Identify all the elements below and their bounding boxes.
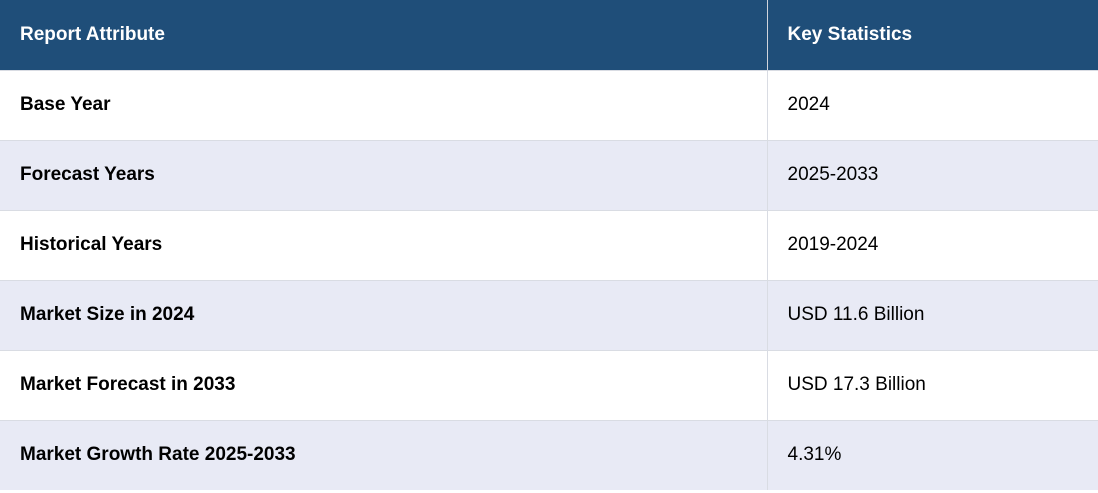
value-cell: USD 11.6 Billion: [766, 279, 1098, 350]
header-cell: Report Attribute: [0, 0, 767, 70]
table-row: Forecast Years 2025-2033: [0, 139, 1098, 210]
attribute-cell: Market Growth Rate 2025-2033: [0, 419, 767, 490]
table-body: Base Year 2024 Forecast Years 2025-2033 Hist…: [0, 69, 1098, 490]
value-cell: 2019-2024: [766, 209, 1098, 280]
table-row: Base Year 2024: [0, 69, 1098, 140]
header-cell: Key Statistics: [766, 0, 1098, 70]
table-row: Market Forecast in 2033 USD 17.3 Billion: [0, 349, 1098, 420]
table-row: Historical Years 2019-2024: [0, 209, 1098, 280]
header-row: Report Attribute Key Statistics: [0, 0, 1098, 70]
table-row: Market Growth Rate 2025-2033 4.31%: [0, 419, 1098, 490]
value-cell: USD 17.3 Billion: [766, 349, 1098, 420]
attribute-cell: Market Forecast in 2033: [0, 349, 767, 420]
table-row: Market Size in 2024 USD 11.6 Billion: [0, 279, 1098, 350]
value-cell: 4.31%: [766, 419, 1098, 490]
attribute-cell: Forecast Years: [0, 139, 767, 210]
value-cell: 2024: [766, 69, 1098, 140]
value-cell: 2025-2033: [766, 139, 1098, 210]
attribute-cell: Historical Years: [0, 209, 767, 280]
attribute-cell: Market Size in 2024: [0, 279, 767, 350]
attribute-cell: Base Year: [0, 69, 767, 140]
